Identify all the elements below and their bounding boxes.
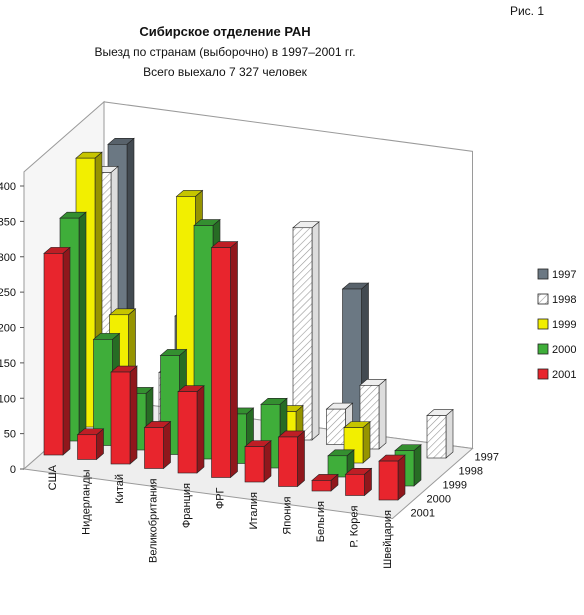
bar-side [163, 420, 171, 470]
chart-title: Сибирское отделение РАН [139, 24, 311, 39]
bar [244, 446, 265, 483]
title-block: Сибирское отделение РАН Выезд по странам… [0, 24, 450, 85]
x-tick-label: Великобритания [148, 478, 160, 563]
bar-side [378, 378, 387, 450]
x-tick-label: Япония [282, 496, 294, 534]
legend-label: 2001 [552, 369, 576, 381]
legend-label: 2000 [552, 344, 576, 356]
legend-swatch [537, 318, 549, 330]
bar [326, 408, 346, 445]
bar-side [397, 454, 406, 501]
depth-label: 1998 [459, 466, 483, 478]
bar [311, 480, 332, 492]
x-tick-label: Бельгия [315, 501, 327, 542]
x-tick-label: Италия [248, 492, 260, 530]
legend-swatch [537, 268, 549, 280]
chart-subtitle-total: Всего выехало 7 327 человек [143, 65, 307, 79]
bar [43, 253, 64, 456]
depth-label: 2000 [427, 494, 451, 506]
x-tick-label: Р. Корея [349, 505, 361, 547]
figure-label: Рис. 1 [509, 4, 544, 18]
y-tick-label: 0 [10, 464, 16, 476]
y-tick-label: 250 [0, 287, 16, 299]
bar-side [78, 211, 87, 442]
x-tick-label: Франция [181, 483, 193, 528]
y-tick-label: 350 [0, 216, 16, 228]
bar-side [62, 246, 71, 456]
legend-label: 1999 [552, 319, 576, 331]
bar-side [230, 240, 238, 479]
x-tick-label: Китай [114, 474, 126, 504]
y-tick-label: 200 [0, 323, 16, 335]
bar-side [263, 439, 272, 483]
bar [327, 455, 348, 478]
bar-side [362, 420, 371, 464]
x-tick-label: ФРГ [215, 487, 227, 509]
bar-side [196, 384, 205, 474]
bar [211, 247, 231, 478]
bar [426, 415, 447, 459]
bar [345, 473, 365, 496]
x-tick-label: США [47, 464, 59, 490]
bar-side [311, 221, 320, 441]
y-tick-label: 300 [0, 252, 16, 264]
bar [278, 436, 298, 487]
legend-label: 1997 [552, 269, 576, 281]
bar [77, 434, 97, 460]
depth-label: 1997 [475, 452, 499, 464]
y-tick-label: 50 [4, 429, 16, 441]
depth-label: 2001 [411, 508, 435, 520]
bar [378, 460, 399, 501]
bar-side [129, 365, 138, 465]
depth-label: 1999 [443, 480, 467, 492]
y-tick-label: 150 [0, 358, 16, 370]
bar-side [445, 408, 454, 459]
bar-side [297, 430, 305, 488]
legend-swatch [537, 368, 549, 380]
bar [110, 371, 131, 465]
bar [144, 427, 164, 469]
y-tick-label: 400 [0, 181, 16, 193]
legend-swatch [537, 293, 549, 305]
legend-swatch [537, 343, 549, 355]
bar [177, 391, 198, 474]
chart-subtitle: Выезд по странам (выборочно) в 1997–2001… [94, 45, 356, 59]
y-tick-label: 100 [0, 393, 16, 405]
legend-label: 1998 [552, 294, 576, 306]
bar-side [413, 443, 422, 487]
x-tick-label: Швейцария [382, 510, 394, 569]
x-tick-label: Нидерланды [81, 469, 93, 534]
